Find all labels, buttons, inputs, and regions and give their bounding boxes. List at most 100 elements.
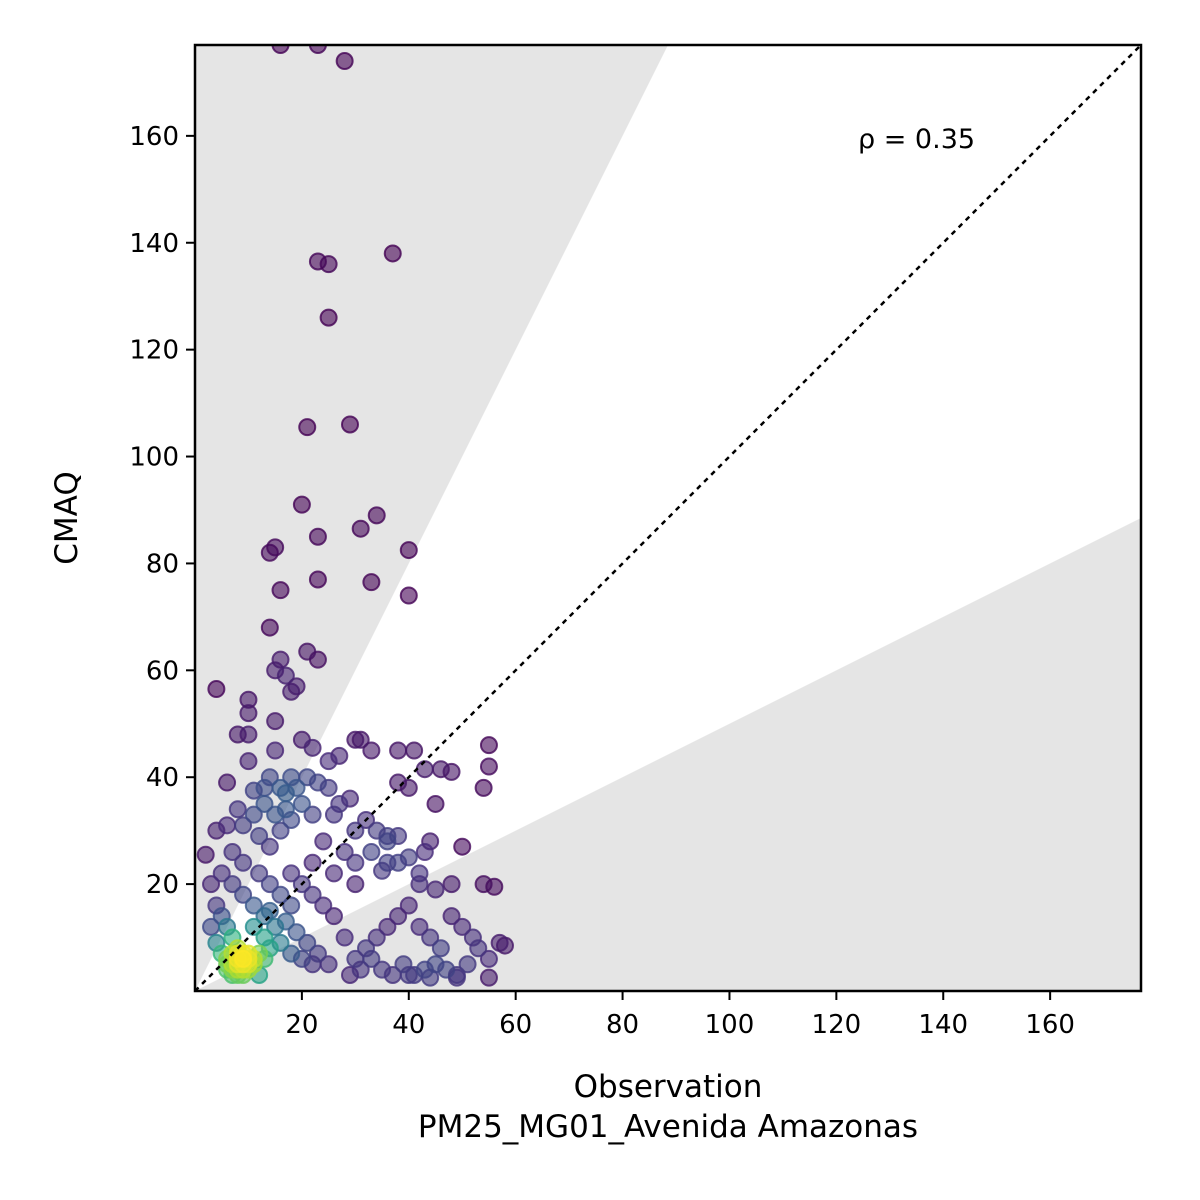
data-point bbox=[362, 843, 381, 862]
data-point bbox=[202, 875, 221, 894]
data-point bbox=[212, 864, 231, 883]
data-point bbox=[453, 837, 472, 856]
data-point bbox=[340, 415, 359, 434]
x-tick-label: 120 bbox=[812, 1010, 862, 1040]
data-point bbox=[303, 738, 322, 757]
data-point bbox=[234, 949, 253, 968]
data-point bbox=[287, 677, 306, 696]
data-point bbox=[431, 939, 450, 958]
data-point bbox=[282, 944, 301, 963]
data-point bbox=[389, 907, 408, 926]
y-axis: 20 40 60 80 100 120 140 160 bbox=[129, 122, 195, 900]
data-point bbox=[260, 618, 279, 637]
data-point bbox=[335, 843, 354, 862]
data-point bbox=[207, 680, 226, 699]
data-point bbox=[282, 864, 301, 883]
data-point bbox=[474, 778, 493, 797]
data-point bbox=[324, 805, 343, 824]
data-point bbox=[378, 832, 397, 851]
data-point bbox=[415, 843, 434, 862]
data-point bbox=[223, 875, 242, 894]
data-point bbox=[298, 642, 317, 661]
data-point bbox=[362, 741, 381, 760]
data-point bbox=[218, 773, 237, 792]
data-point bbox=[303, 885, 322, 904]
data-point bbox=[271, 821, 290, 840]
x-tick-label: 140 bbox=[918, 1010, 968, 1040]
data-point bbox=[239, 725, 258, 744]
data-point bbox=[346, 853, 365, 872]
data-point bbox=[308, 45, 327, 54]
data-point bbox=[303, 853, 322, 872]
data-point bbox=[276, 784, 295, 803]
x-tick-label: 60 bbox=[499, 1010, 532, 1040]
y-tick-label: 120 bbox=[129, 336, 179, 366]
data-point bbox=[367, 928, 386, 947]
y-tick-label: 140 bbox=[129, 229, 179, 259]
data-point bbox=[335, 52, 354, 71]
data-point bbox=[399, 541, 418, 560]
data-point bbox=[319, 255, 338, 274]
data-point bbox=[228, 800, 247, 819]
data-point bbox=[271, 45, 290, 54]
data-point bbox=[260, 837, 279, 856]
data-point bbox=[250, 864, 269, 883]
data-point bbox=[239, 704, 258, 723]
x-tick-label: 20 bbox=[285, 1010, 318, 1040]
x-axis-sublabel: PM25_MG01_Avenida Amazonas bbox=[418, 1109, 918, 1145]
data-point bbox=[255, 907, 274, 926]
data-point bbox=[362, 573, 381, 592]
data-point bbox=[389, 741, 408, 760]
data-point bbox=[367, 506, 386, 525]
scatter-points bbox=[196, 45, 514, 987]
data-point bbox=[308, 570, 327, 589]
data-point bbox=[426, 955, 445, 974]
y-tick-label: 20 bbox=[146, 870, 179, 900]
x-tick-label: 160 bbox=[1025, 1010, 1075, 1040]
data-point bbox=[239, 752, 258, 771]
data-point bbox=[426, 880, 445, 899]
data-point bbox=[399, 896, 418, 915]
data-point bbox=[426, 794, 445, 813]
data-point bbox=[223, 843, 242, 862]
data-point bbox=[490, 933, 509, 952]
data-point bbox=[378, 853, 397, 872]
data-point bbox=[271, 885, 290, 904]
data-point bbox=[442, 907, 461, 926]
data-point bbox=[431, 760, 450, 779]
data-point bbox=[282, 896, 301, 915]
data-point bbox=[399, 778, 418, 797]
y-tick-label: 80 bbox=[146, 549, 179, 579]
y-axis-label: CMAQ bbox=[49, 471, 85, 564]
data-point bbox=[314, 896, 333, 915]
data-point bbox=[479, 736, 498, 755]
data-point bbox=[319, 308, 338, 327]
annotation-rho: ρ = 0.35 bbox=[858, 124, 975, 155]
data-point bbox=[383, 244, 402, 263]
x-tick-label: 80 bbox=[606, 1010, 639, 1040]
data-point bbox=[308, 944, 327, 963]
data-point bbox=[234, 816, 253, 835]
data-point bbox=[378, 917, 397, 936]
data-point bbox=[479, 757, 498, 776]
y-tick-label: 100 bbox=[129, 443, 179, 473]
data-point bbox=[271, 581, 290, 600]
data-point bbox=[324, 864, 343, 883]
identity-line bbox=[195, 45, 1141, 991]
data-point bbox=[244, 805, 263, 824]
x-tick-label: 100 bbox=[705, 1010, 755, 1040]
data-point bbox=[362, 949, 381, 968]
data-point bbox=[218, 816, 237, 835]
data-point bbox=[292, 495, 311, 514]
data-point bbox=[255, 778, 274, 797]
data-point bbox=[244, 917, 263, 936]
data-point bbox=[474, 875, 493, 894]
data-point bbox=[346, 730, 365, 749]
data-point bbox=[260, 875, 279, 894]
data-point bbox=[405, 741, 424, 760]
data-point bbox=[244, 896, 263, 915]
data-point bbox=[266, 712, 285, 731]
data-point bbox=[351, 519, 370, 538]
data-point bbox=[266, 741, 285, 760]
